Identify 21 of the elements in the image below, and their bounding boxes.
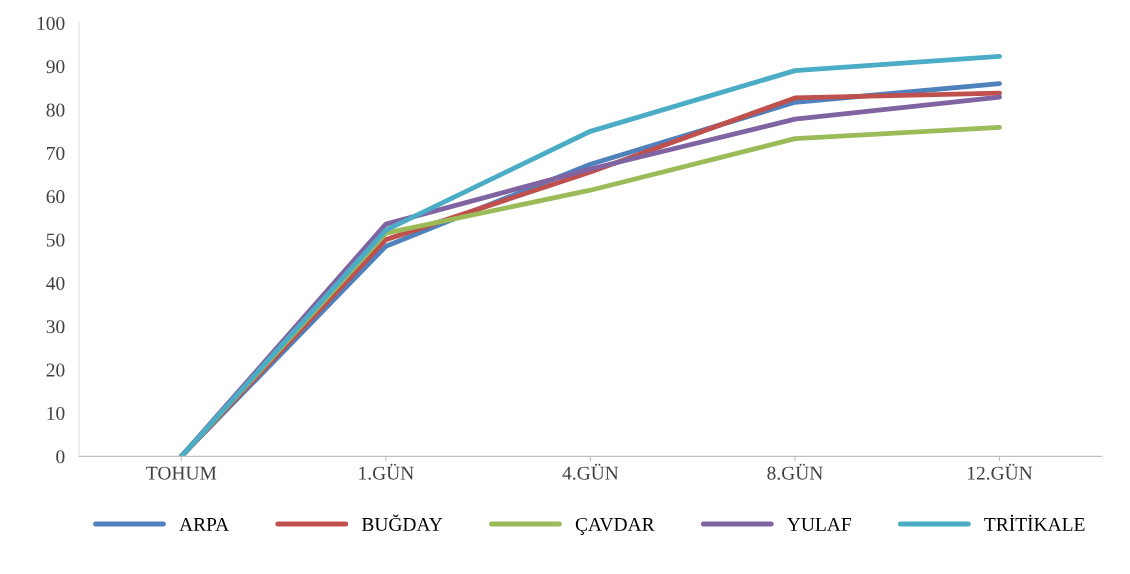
legend-label: ARPA — [179, 517, 230, 531]
y-tick-label: 60 — [46, 190, 65, 204]
y-tick-label: 30 — [46, 320, 65, 334]
y-tick-label: 20 — [46, 363, 65, 377]
y-tick-label: 70 — [47, 146, 65, 160]
x-tick-label: 8.GÜN — [767, 463, 823, 480]
y-tick-label: 90 — [46, 60, 65, 74]
y-tick-label: 10 — [47, 406, 65, 420]
x-tick-label: 12.GÜN — [967, 463, 1033, 480]
x-tick-label: 4.GÜN — [562, 463, 619, 480]
y-tick-label: 100 — [37, 16, 65, 30]
y-tick-label: 80 — [46, 103, 65, 117]
y-tick-label: 50 — [46, 233, 65, 247]
legend-label: TRİTİKALE — [984, 514, 1085, 531]
y-tick-label: 40 — [46, 276, 65, 290]
x-tick-label: 1.GÜN — [359, 463, 414, 480]
x-tick-label: TOHUM — [146, 466, 217, 480]
legend-label: ÇAVDAR — [575, 517, 655, 535]
legend-label: YULAF — [787, 517, 851, 531]
y-tick-label: 0 — [56, 450, 65, 464]
legend-label: BUĞDAY — [361, 514, 443, 531]
